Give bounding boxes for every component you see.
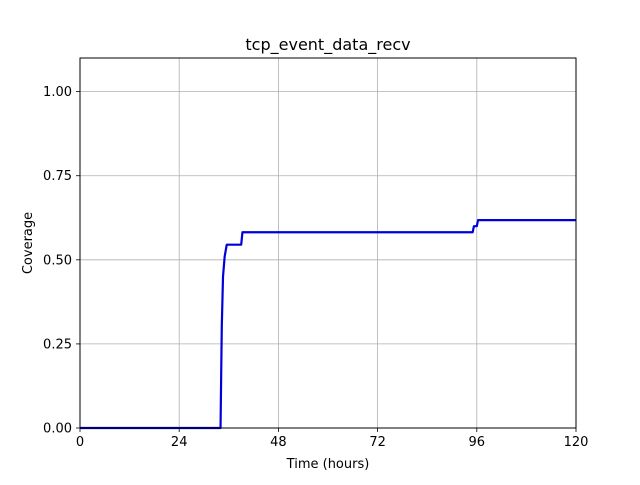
y-axis-label: Coverage	[21, 212, 36, 274]
x-tick-label: 72	[369, 435, 386, 450]
x-tick-label: 24	[171, 435, 188, 450]
x-tick-label: 48	[270, 435, 287, 450]
series-line-0	[80, 219, 576, 430]
series-layer	[80, 219, 576, 430]
x-tick-label: 0	[76, 435, 84, 450]
grid-lines	[79, 58, 577, 429]
chart-title: tcp_event_data_recv	[245, 35, 410, 55]
y-axis-ticks: 0.00 0.25 0.50 0.75 1.00	[43, 85, 80, 437]
plot-frame	[79, 57, 577, 429]
y-tick-label: 0.25	[43, 337, 72, 352]
y-tick-label: 0.50	[43, 253, 72, 268]
y-tick-label: 0.00	[43, 422, 72, 437]
y-tick-label: 1.00	[43, 85, 72, 100]
x-tick-label: 96	[469, 435, 486, 450]
x-axis-label: Time (hours)	[286, 457, 370, 472]
x-axis-ticks: 0 24 48 72 96 120	[76, 428, 589, 450]
y-tick-label: 0.75	[43, 169, 72, 184]
x-tick-label: 120	[564, 435, 589, 450]
